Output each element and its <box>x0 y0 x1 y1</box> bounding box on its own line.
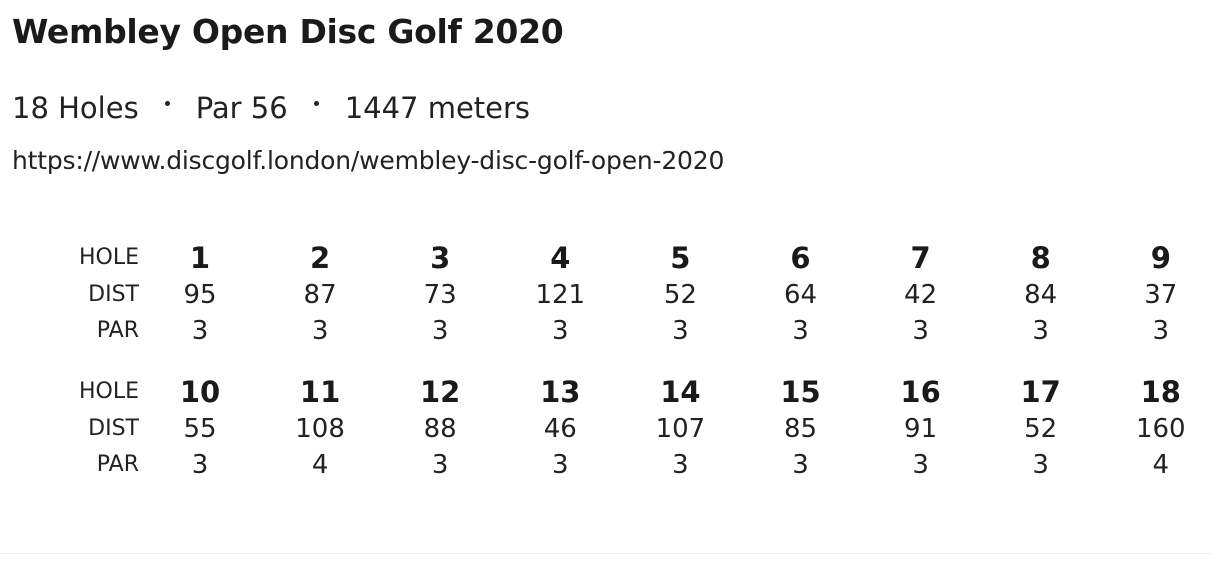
hole-par: 3 <box>552 450 569 480</box>
hole-par: 3 <box>792 316 809 346</box>
holes-count: 18 Holes <box>12 91 139 125</box>
row-label-dist: DIST <box>88 282 139 307</box>
scorecard-row-dist: DIST 55 108 88 46 107 85 91 52 160 <box>0 411 1212 447</box>
hole-number: 11 <box>299 375 341 409</box>
hole-number: 2 <box>310 241 331 275</box>
course-par: Par 56 <box>195 91 288 125</box>
hole-distance: 91 <box>904 414 938 444</box>
hole-number: 10 <box>179 375 221 409</box>
row-label-par: PAR <box>96 452 139 477</box>
hole-number: 7 <box>910 241 931 275</box>
hole-par: 4 <box>1152 450 1170 480</box>
hole-distance: 37 <box>1144 280 1178 310</box>
hole-distance: 87 <box>303 280 337 310</box>
hole-number: 15 <box>780 375 821 409</box>
hole-number: 16 <box>900 375 941 409</box>
separator-dot-icon <box>313 100 319 106</box>
hole-distance: 46 <box>543 414 577 444</box>
hole-par: 3 <box>912 450 929 480</box>
hole-number: 13 <box>540 375 581 409</box>
hole-distance: 108 <box>295 414 345 444</box>
hole-distance: 55 <box>183 414 217 444</box>
hole-par: 3 <box>191 316 209 346</box>
hole-distance: 84 <box>1024 280 1058 310</box>
hole-distance: 64 <box>783 280 818 310</box>
hole-distance: 88 <box>423 414 457 444</box>
hole-number: 8 <box>1030 241 1051 275</box>
row-label-hole: HOLE <box>78 379 139 404</box>
scorecard-row-dist: DIST 95 87 73 121 52 64 42 84 37 <box>0 277 1212 313</box>
hole-number: 17 <box>1020 375 1061 409</box>
hole-distance: 95 <box>183 280 217 310</box>
hole-par: 4 <box>311 450 329 480</box>
scorecard-row-par: PAR 3 3 3 3 3 3 3 3 3 <box>0 313 1212 349</box>
course-distance: 1447 meters <box>344 91 531 125</box>
hole-distance: 121 <box>535 280 586 310</box>
hole-par: 3 <box>672 316 689 346</box>
hole-number: 6 <box>790 241 811 275</box>
hole-par: 3 <box>431 450 449 480</box>
hole-par: 3 <box>311 316 329 346</box>
hole-distance: 85 <box>783 414 818 444</box>
row-label-par: PAR <box>96 318 139 343</box>
hole-par: 3 <box>1152 316 1170 346</box>
hole-distance: 73 <box>423 280 457 310</box>
hole-number: 3 <box>430 241 451 275</box>
divider <box>0 553 1212 554</box>
hole-number: 5 <box>670 241 691 275</box>
course-url: https://www.discgolf.london/wembley-disc… <box>12 146 725 175</box>
scorecard-row-hole: HOLE 10 11 12 13 14 15 16 17 18 <box>0 374 1212 410</box>
hole-number: 4 <box>550 241 571 275</box>
hole-number: 9 <box>1150 241 1171 275</box>
hole-distance: 52 <box>663 280 697 310</box>
separator-dot-icon <box>164 100 170 106</box>
course-title: Wembley Open Disc Golf 2020 <box>12 12 564 51</box>
hole-par: 3 <box>1032 450 1049 480</box>
course-summary: 18 Holes Par 56 1447 meters <box>12 88 530 128</box>
hole-number: 12 <box>420 375 461 409</box>
hole-par: 3 <box>1032 316 1049 346</box>
hole-distance: 52 <box>1024 414 1058 444</box>
hole-par: 3 <box>792 450 809 480</box>
scorecard-row-hole: HOLE 1 2 3 4 5 6 7 8 9 <box>0 240 1212 276</box>
row-label-hole: HOLE <box>78 245 139 270</box>
hole-par: 3 <box>191 450 209 480</box>
hole-par: 3 <box>672 450 689 480</box>
scorecard-row-par: PAR 3 4 3 3 3 3 3 3 4 <box>0 447 1212 483</box>
hole-number: 14 <box>660 375 701 409</box>
hole-par: 3 <box>912 316 929 346</box>
hole-par: 3 <box>431 316 449 346</box>
hole-number: 18 <box>1140 375 1181 409</box>
row-label-dist: DIST <box>88 416 139 441</box>
hole-par: 3 <box>552 316 569 346</box>
hole-distance: 160 <box>1135 414 1186 444</box>
hole-distance: 107 <box>655 414 706 444</box>
hole-distance: 42 <box>904 280 938 310</box>
hole-number: 1 <box>189 241 211 275</box>
